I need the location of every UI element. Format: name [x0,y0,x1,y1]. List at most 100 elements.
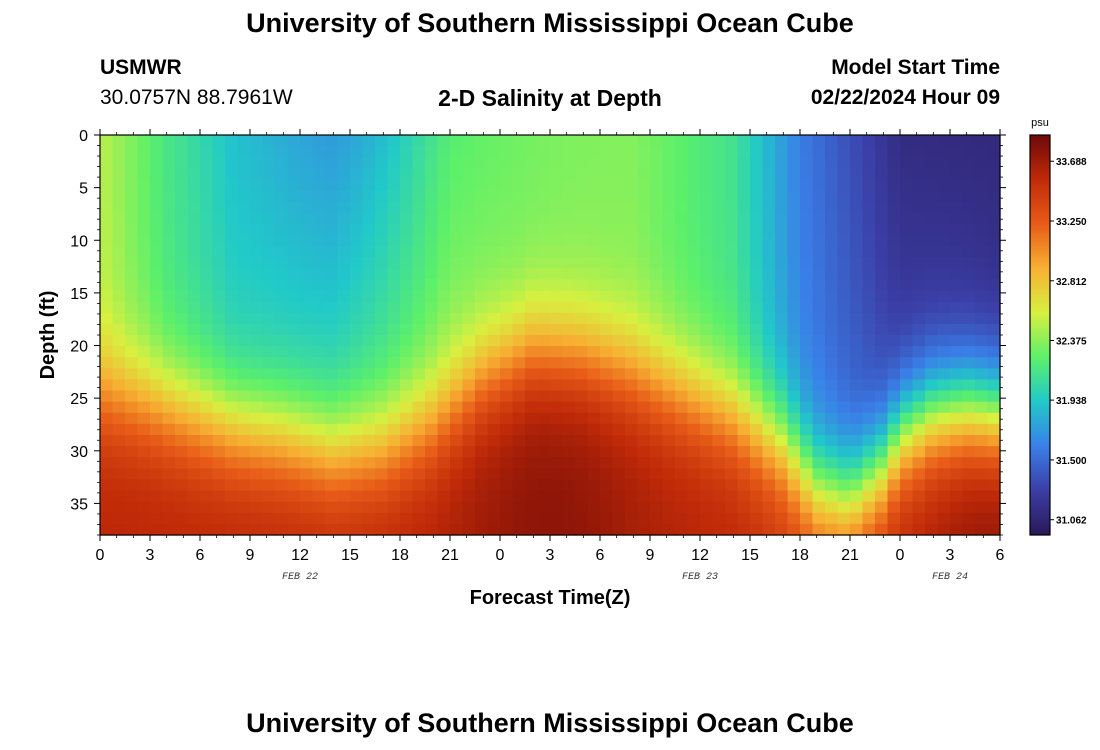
heatmap-cell [875,290,889,303]
heatmap-cell [412,190,426,203]
heatmap-cell [112,401,126,414]
heatmap-cell [187,312,201,325]
heatmap-cell [500,479,514,492]
heatmap-cell [175,212,189,225]
heatmap-cell [887,446,901,458]
heatmap-cell [925,490,939,503]
heatmap-cell [562,190,576,203]
heatmap-cell [600,390,614,403]
heatmap-cell [787,457,801,469]
heatmap-cell [575,190,589,203]
heatmap-cell [125,401,139,414]
heatmap-cell [800,423,814,436]
heatmap-cell [625,512,639,525]
heatmap-cell [900,268,914,281]
heatmap-cell [937,501,951,514]
heatmap-cell [337,301,351,314]
heatmap-cell [150,257,164,269]
heatmap-cell [850,301,864,314]
colorbar-tick-label: 31.500 [1056,456,1087,467]
heatmap-cell [787,479,801,492]
heatmap-cell [850,357,864,369]
heatmap-cell [862,290,876,303]
heatmap-cell [287,246,301,258]
heatmap-cell [925,390,939,403]
heatmap-cell [137,235,151,247]
heatmap-cell [862,368,876,381]
heatmap-cell [387,523,401,536]
heatmap-cell [675,379,689,392]
heatmap-cell [550,257,564,269]
heatmap-cell [525,212,539,225]
heatmap-cell [412,357,426,369]
heatmap-cell [387,146,401,158]
heatmap-cell [225,490,239,503]
heatmap-cell [450,190,464,203]
heatmap-cell [350,146,364,158]
heatmap-cell [675,490,689,503]
heatmap-cell [750,146,764,158]
heatmap-cell [312,435,326,447]
heatmap-cell [612,490,626,503]
heatmap-cell [125,457,139,469]
heatmap-cell [687,423,701,436]
heatmap-cell [850,190,864,203]
heatmap-cell [512,435,526,447]
heatmap-cell [162,468,176,481]
heatmap-cell [675,301,689,314]
heatmap-cell [737,235,751,247]
heatmap-cell [637,423,651,436]
heatmap-cell [862,190,876,203]
heatmap-cell [825,379,839,392]
colorbar-tick-label: 33.250 [1056,217,1087,228]
heatmap-cell [325,179,339,192]
heatmap-cell [262,390,276,403]
heatmap-cell [375,223,389,236]
heatmap-cell [187,268,201,281]
heatmap-cell [500,146,514,158]
heatmap-cell [462,212,476,225]
heatmap-cell [187,435,201,447]
heatmap-cell [862,257,876,269]
heatmap-cell [700,212,714,225]
heatmap-cell [487,157,501,169]
heatmap-cell [875,157,889,169]
heatmap-cell [562,457,576,469]
heatmap-cell [512,235,526,247]
heatmap-cell [612,423,626,436]
heatmap-cell [862,346,876,358]
heatmap-cell [787,357,801,369]
heatmap-cell [325,490,339,503]
heatmap-cell [312,312,326,325]
heatmap-cell [400,257,414,269]
heatmap-cell [175,457,189,469]
heatmap-cell [375,390,389,403]
heatmap-cell [850,423,864,436]
heatmap-cell [837,246,851,258]
heatmap-cell [812,168,826,181]
heatmap-cell [225,268,239,281]
heatmap-cell [975,323,989,336]
heatmap-cell [300,257,314,269]
heatmap-cell [637,446,651,458]
heatmap-cell [412,146,426,158]
heatmap-cell [550,135,564,147]
heatmap-cell [412,412,426,425]
heatmap-cell [487,357,501,369]
heatmap-cell [825,457,839,469]
heatmap-cell [775,212,789,225]
heatmap-cell [875,523,889,536]
heatmap-cell [525,457,539,469]
heatmap-cell [912,235,926,247]
heatmap-cell [175,301,189,314]
heatmap-cell [925,412,939,425]
heatmap-cell [462,412,476,425]
heatmap-cell [762,346,776,358]
heatmap-cell [100,468,114,481]
heatmap-cell [650,235,664,247]
heatmap-cell [775,390,789,403]
heatmap-cell [900,401,914,414]
heatmap-cell [225,279,239,292]
heatmap-cell [325,135,339,147]
heatmap-cell [150,379,164,392]
